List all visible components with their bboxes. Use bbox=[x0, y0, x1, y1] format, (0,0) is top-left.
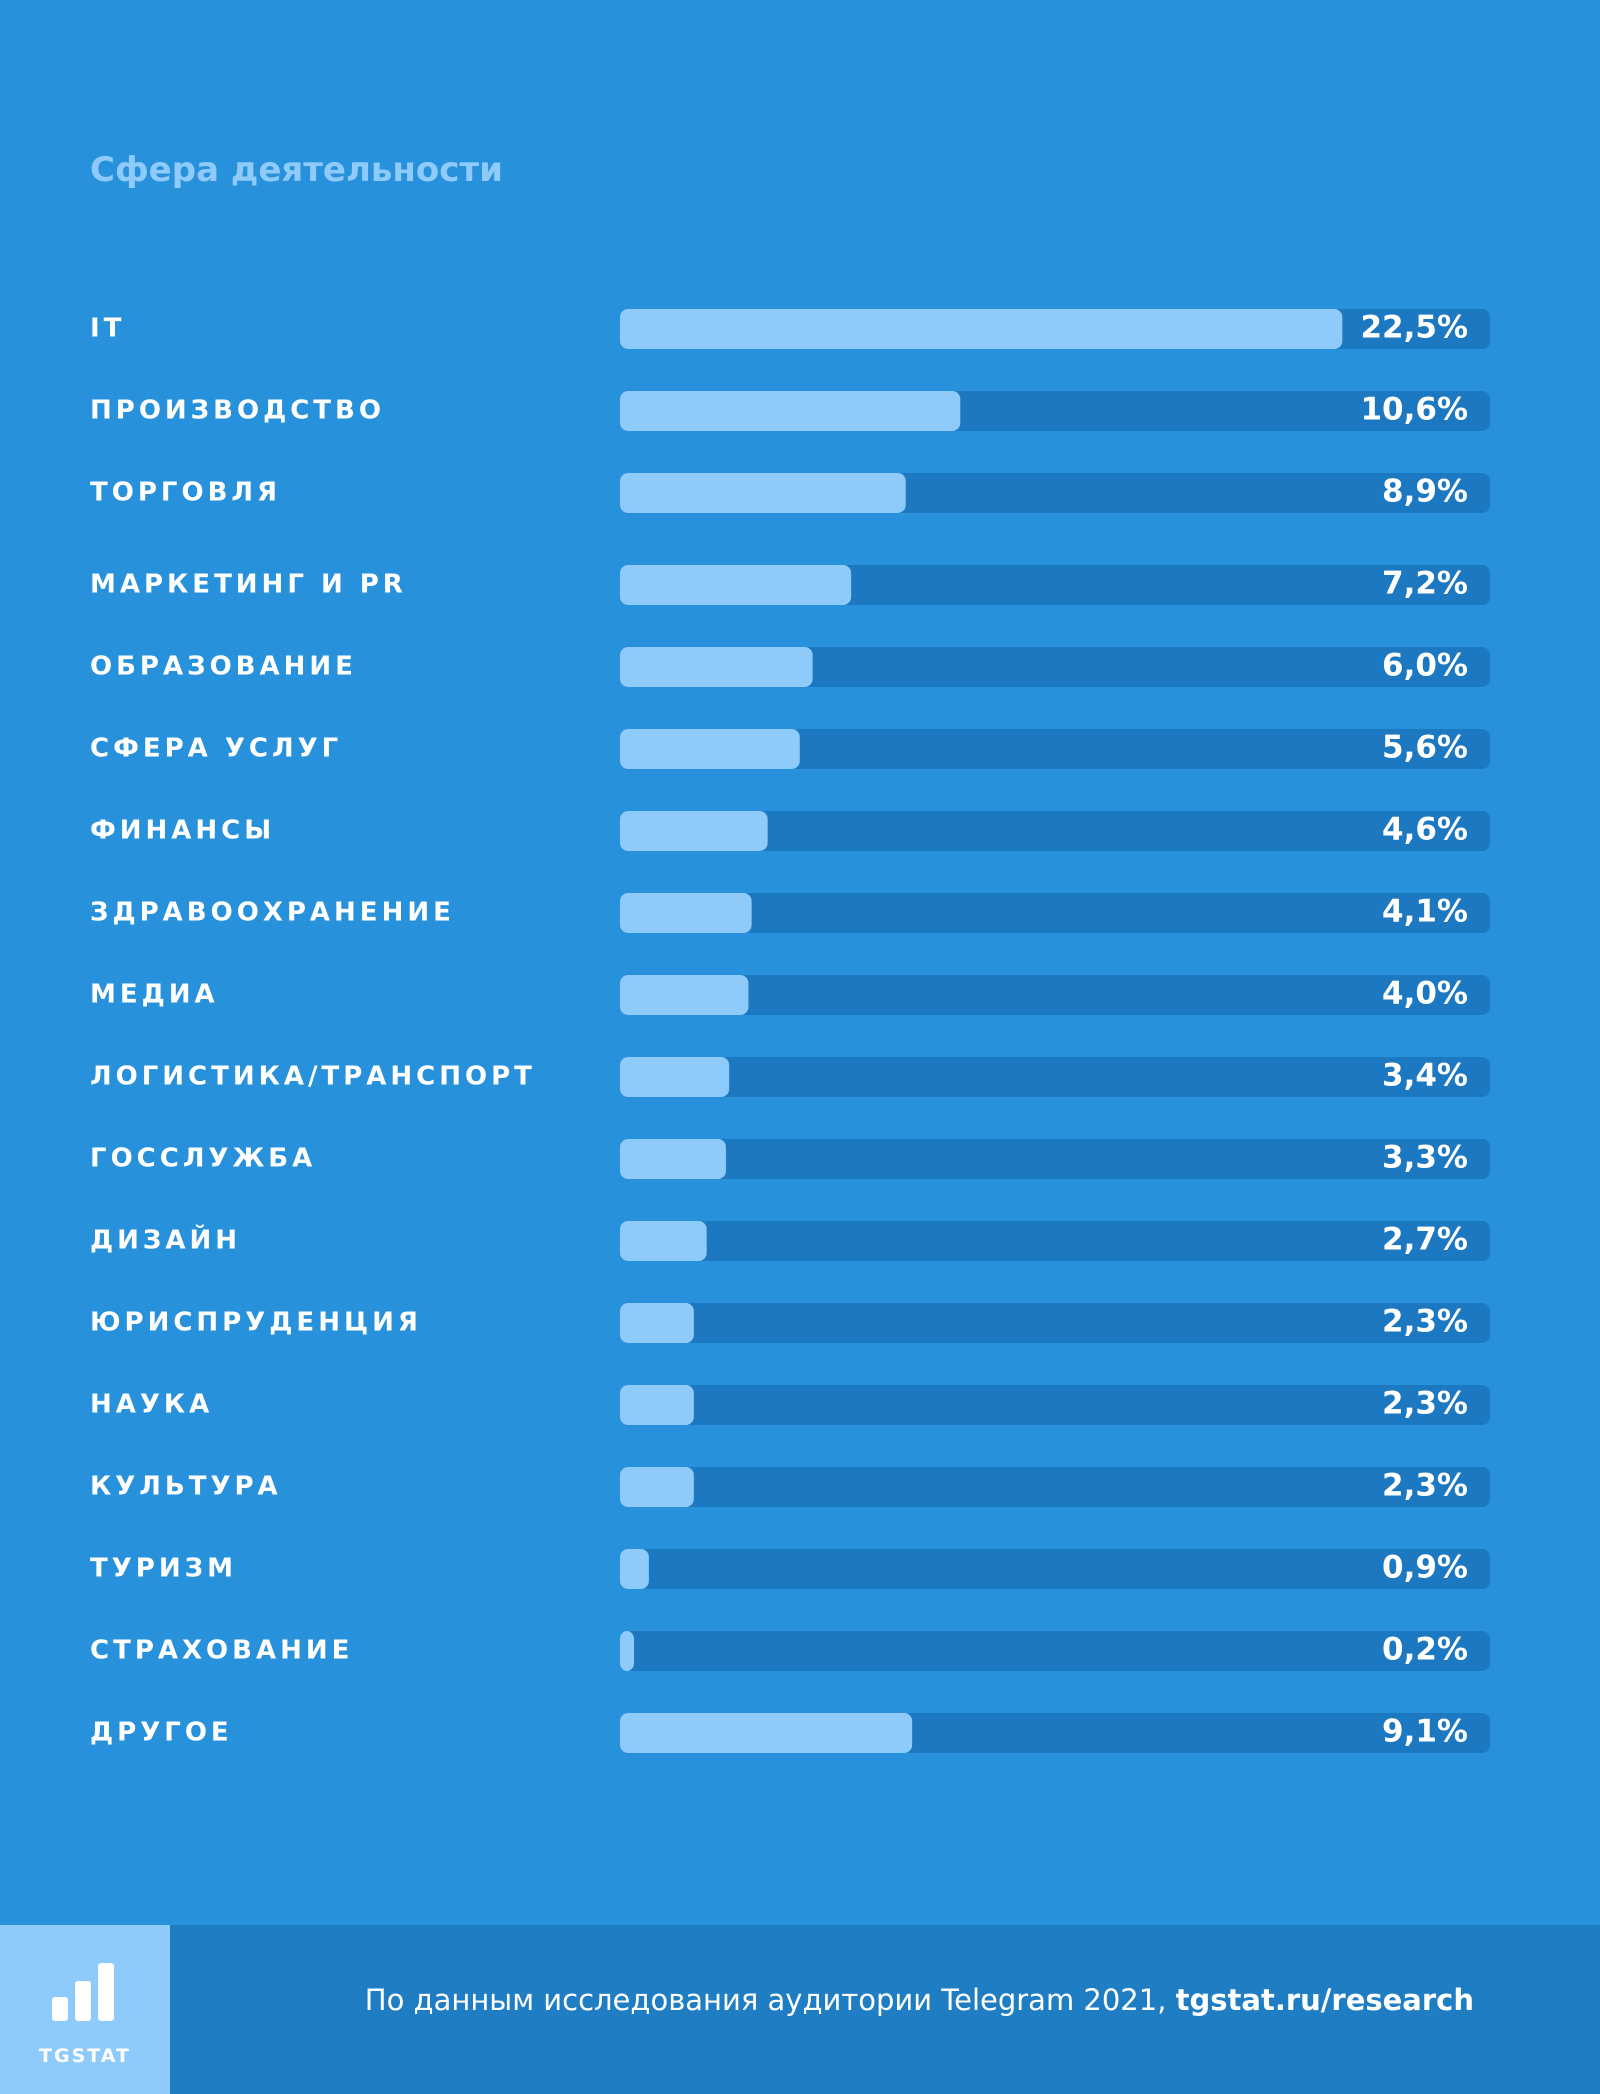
value-label: 2,3% bbox=[1382, 1468, 1468, 1504]
value-label: 2,7% bbox=[1382, 1222, 1468, 1258]
bar-track bbox=[620, 729, 1490, 769]
category-label: ГОССЛУЖБА bbox=[90, 1144, 316, 1174]
value-label: 10,6% bbox=[1360, 392, 1468, 428]
source-link[interactable]: tgstat.ru/research bbox=[1175, 1983, 1474, 2017]
value-label: 4,1% bbox=[1382, 894, 1468, 930]
tgstat-logo[interactable]: TGSTAT bbox=[0, 1925, 170, 2094]
value-label: 2,3% bbox=[1382, 1304, 1468, 1340]
category-label: ЮРИСПРУДЕНЦИЯ bbox=[90, 1308, 422, 1338]
category-label: ЗДРАВООХРАНЕНИЕ bbox=[90, 898, 455, 928]
category-label: НАУКА bbox=[90, 1390, 213, 1420]
source-text: По данным исследования аудитории Telegra… bbox=[364, 1983, 1176, 2017]
logo-text: TGSTAT bbox=[39, 2045, 131, 2067]
bar-track bbox=[620, 975, 1490, 1015]
value-label: 3,4% bbox=[1382, 1058, 1468, 1094]
bar bbox=[620, 1467, 694, 1507]
value-label: 0,9% bbox=[1382, 1550, 1468, 1586]
bar bbox=[620, 893, 752, 933]
bar bbox=[620, 729, 800, 769]
source-note: По данным исследования аудитории Telegra… bbox=[365, 1983, 1474, 2017]
bar bbox=[620, 1713, 913, 1753]
bar bbox=[620, 647, 813, 687]
bar bbox=[620, 1631, 634, 1671]
value-label: 3,3% bbox=[1382, 1140, 1468, 1176]
bar bbox=[620, 1303, 694, 1343]
category-label: IT bbox=[90, 314, 125, 344]
value-label: 0,2% bbox=[1382, 1632, 1468, 1668]
bar-track bbox=[620, 1467, 1490, 1507]
value-label: 2,3% bbox=[1382, 1386, 1468, 1422]
bar bbox=[620, 391, 961, 431]
value-label: 22,5% bbox=[1360, 310, 1468, 346]
bar-track bbox=[620, 1221, 1490, 1261]
bar-track bbox=[620, 1385, 1490, 1425]
bar-track bbox=[620, 1139, 1490, 1179]
bar-track bbox=[620, 647, 1490, 687]
bar-track bbox=[620, 893, 1490, 933]
bar bbox=[620, 811, 768, 851]
category-label: СФЕРА УСЛУГ bbox=[90, 734, 342, 764]
bar-track bbox=[620, 1549, 1490, 1589]
bar bbox=[620, 975, 749, 1015]
value-label: 6,0% bbox=[1382, 648, 1468, 684]
category-label: МЕДИА bbox=[90, 980, 219, 1010]
category-label: ДРУГОЕ bbox=[90, 1718, 233, 1748]
bar-chart-icon bbox=[52, 1963, 114, 2021]
category-label: ТОРГОВЛЯ bbox=[90, 478, 281, 508]
value-label: 5,6% bbox=[1382, 730, 1468, 766]
bar-track bbox=[620, 1631, 1490, 1671]
bar bbox=[620, 565, 852, 605]
value-label: 4,0% bbox=[1382, 976, 1468, 1012]
chart-title: Сфера деятельности bbox=[90, 150, 503, 190]
value-label: 4,6% bbox=[1382, 812, 1468, 848]
value-label: 7,2% bbox=[1382, 566, 1468, 602]
category-label: ТУРИЗМ bbox=[90, 1554, 237, 1584]
category-label: МАРКЕТИНГ И PR bbox=[90, 570, 407, 600]
bar bbox=[620, 1221, 707, 1261]
footer: TGSTAT По данным исследования аудитории … bbox=[0, 1925, 1600, 2094]
category-label: ДИЗАЙН bbox=[90, 1224, 241, 1256]
bar bbox=[620, 473, 906, 513]
category-label: ПРОИЗВОДСТВО bbox=[90, 396, 385, 426]
category-label: ФИНАНСЫ bbox=[90, 816, 275, 846]
bar bbox=[620, 1549, 649, 1589]
bar-track bbox=[620, 1303, 1490, 1343]
bar-track bbox=[620, 811, 1490, 851]
bar-track bbox=[620, 1057, 1490, 1097]
category-label: ОБРАЗОВАНИЕ bbox=[90, 652, 357, 682]
bar bbox=[620, 1139, 726, 1179]
value-label: 8,9% bbox=[1382, 474, 1468, 510]
bar bbox=[620, 309, 1343, 349]
category-label: ЛОГИСТИКА/ТРАНСПОРТ bbox=[90, 1062, 536, 1092]
category-label: СТРАХОВАНИЕ bbox=[90, 1636, 353, 1666]
bar bbox=[620, 1385, 694, 1425]
bar-chart: IT 22,5% ПРОИЗВОДСТВО 10,6% ТОРГОВЛЯ 8,9% МАРК… bbox=[90, 309, 1490, 1753]
bar bbox=[620, 1057, 730, 1097]
value-label: 9,1% bbox=[1382, 1714, 1468, 1750]
category-label: КУЛЬТУРА bbox=[90, 1472, 282, 1502]
